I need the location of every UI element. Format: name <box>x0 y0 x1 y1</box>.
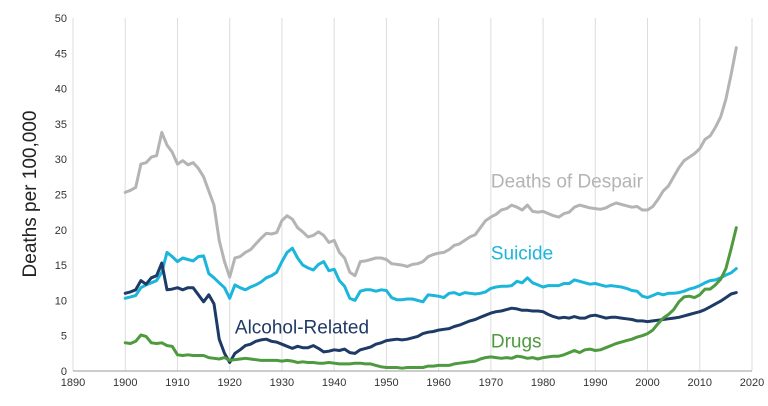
y-tick-label-10: 10 <box>55 295 67 307</box>
y-tick-label-40: 40 <box>55 84 67 96</box>
series-line-alcohol-related <box>123 261 738 364</box>
x-tick-label-2020: 2020 <box>740 377 764 389</box>
x-tick-label-1990: 1990 <box>583 377 607 389</box>
series-lines <box>123 46 738 370</box>
x-tick-label-2000: 2000 <box>635 377 659 389</box>
y-tick-label-50: 50 <box>55 13 67 25</box>
x-tick-label-1900: 1900 <box>113 377 137 389</box>
x-tick-label-1890: 1890 <box>61 377 85 389</box>
series-line-suicide <box>123 246 738 304</box>
x-tick-label-1970: 1970 <box>479 377 503 389</box>
series-label-drugs: Drugs <box>491 332 542 353</box>
series-line-deaths-of-despair <box>123 46 738 279</box>
y-tick-label-5: 5 <box>61 331 67 343</box>
y-axis-ticks: 0 5 10 15 20 25 30 35 40 45 50 <box>55 13 67 378</box>
series-label-deaths-of-despair: Deaths of Despair <box>491 171 644 192</box>
x-tick-label-1950: 1950 <box>374 377 398 389</box>
x-axis-ticks: 1890 1900 1910 1920 1930 1940 1950 1960 1970 1980… <box>61 377 764 389</box>
series-label-suicide: Suicide <box>491 243 553 264</box>
y-axis-label: Deaths per 100,000 <box>20 111 41 278</box>
y-tick-label-30: 30 <box>55 154 67 166</box>
x-tick-label-2010: 2010 <box>688 377 712 389</box>
x-tick-label-1920: 1920 <box>217 377 241 389</box>
x-tick-label-1930: 1930 <box>270 377 294 389</box>
y-tick-label-35: 35 <box>55 119 67 131</box>
x-tick-label-1910: 1910 <box>165 377 189 389</box>
y-tick-label-25: 25 <box>55 190 67 202</box>
y-tick-label-45: 45 <box>55 48 67 60</box>
series-label-alcohol-related: Alcohol-Related <box>235 318 369 339</box>
y-tick-label-0: 0 <box>61 366 67 378</box>
series-line-drugs <box>123 226 738 370</box>
y-tick-label-15: 15 <box>55 260 67 272</box>
x-tick-label-1940: 1940 <box>322 377 346 389</box>
y-tick-label-20: 20 <box>55 225 67 237</box>
x-tick-label-1960: 1960 <box>426 377 450 389</box>
series-labels: Deaths of Despair Suicide Alcohol-Related D… <box>235 171 644 352</box>
x-tick-label-1980: 1980 <box>531 377 555 389</box>
grid <box>72 18 753 371</box>
